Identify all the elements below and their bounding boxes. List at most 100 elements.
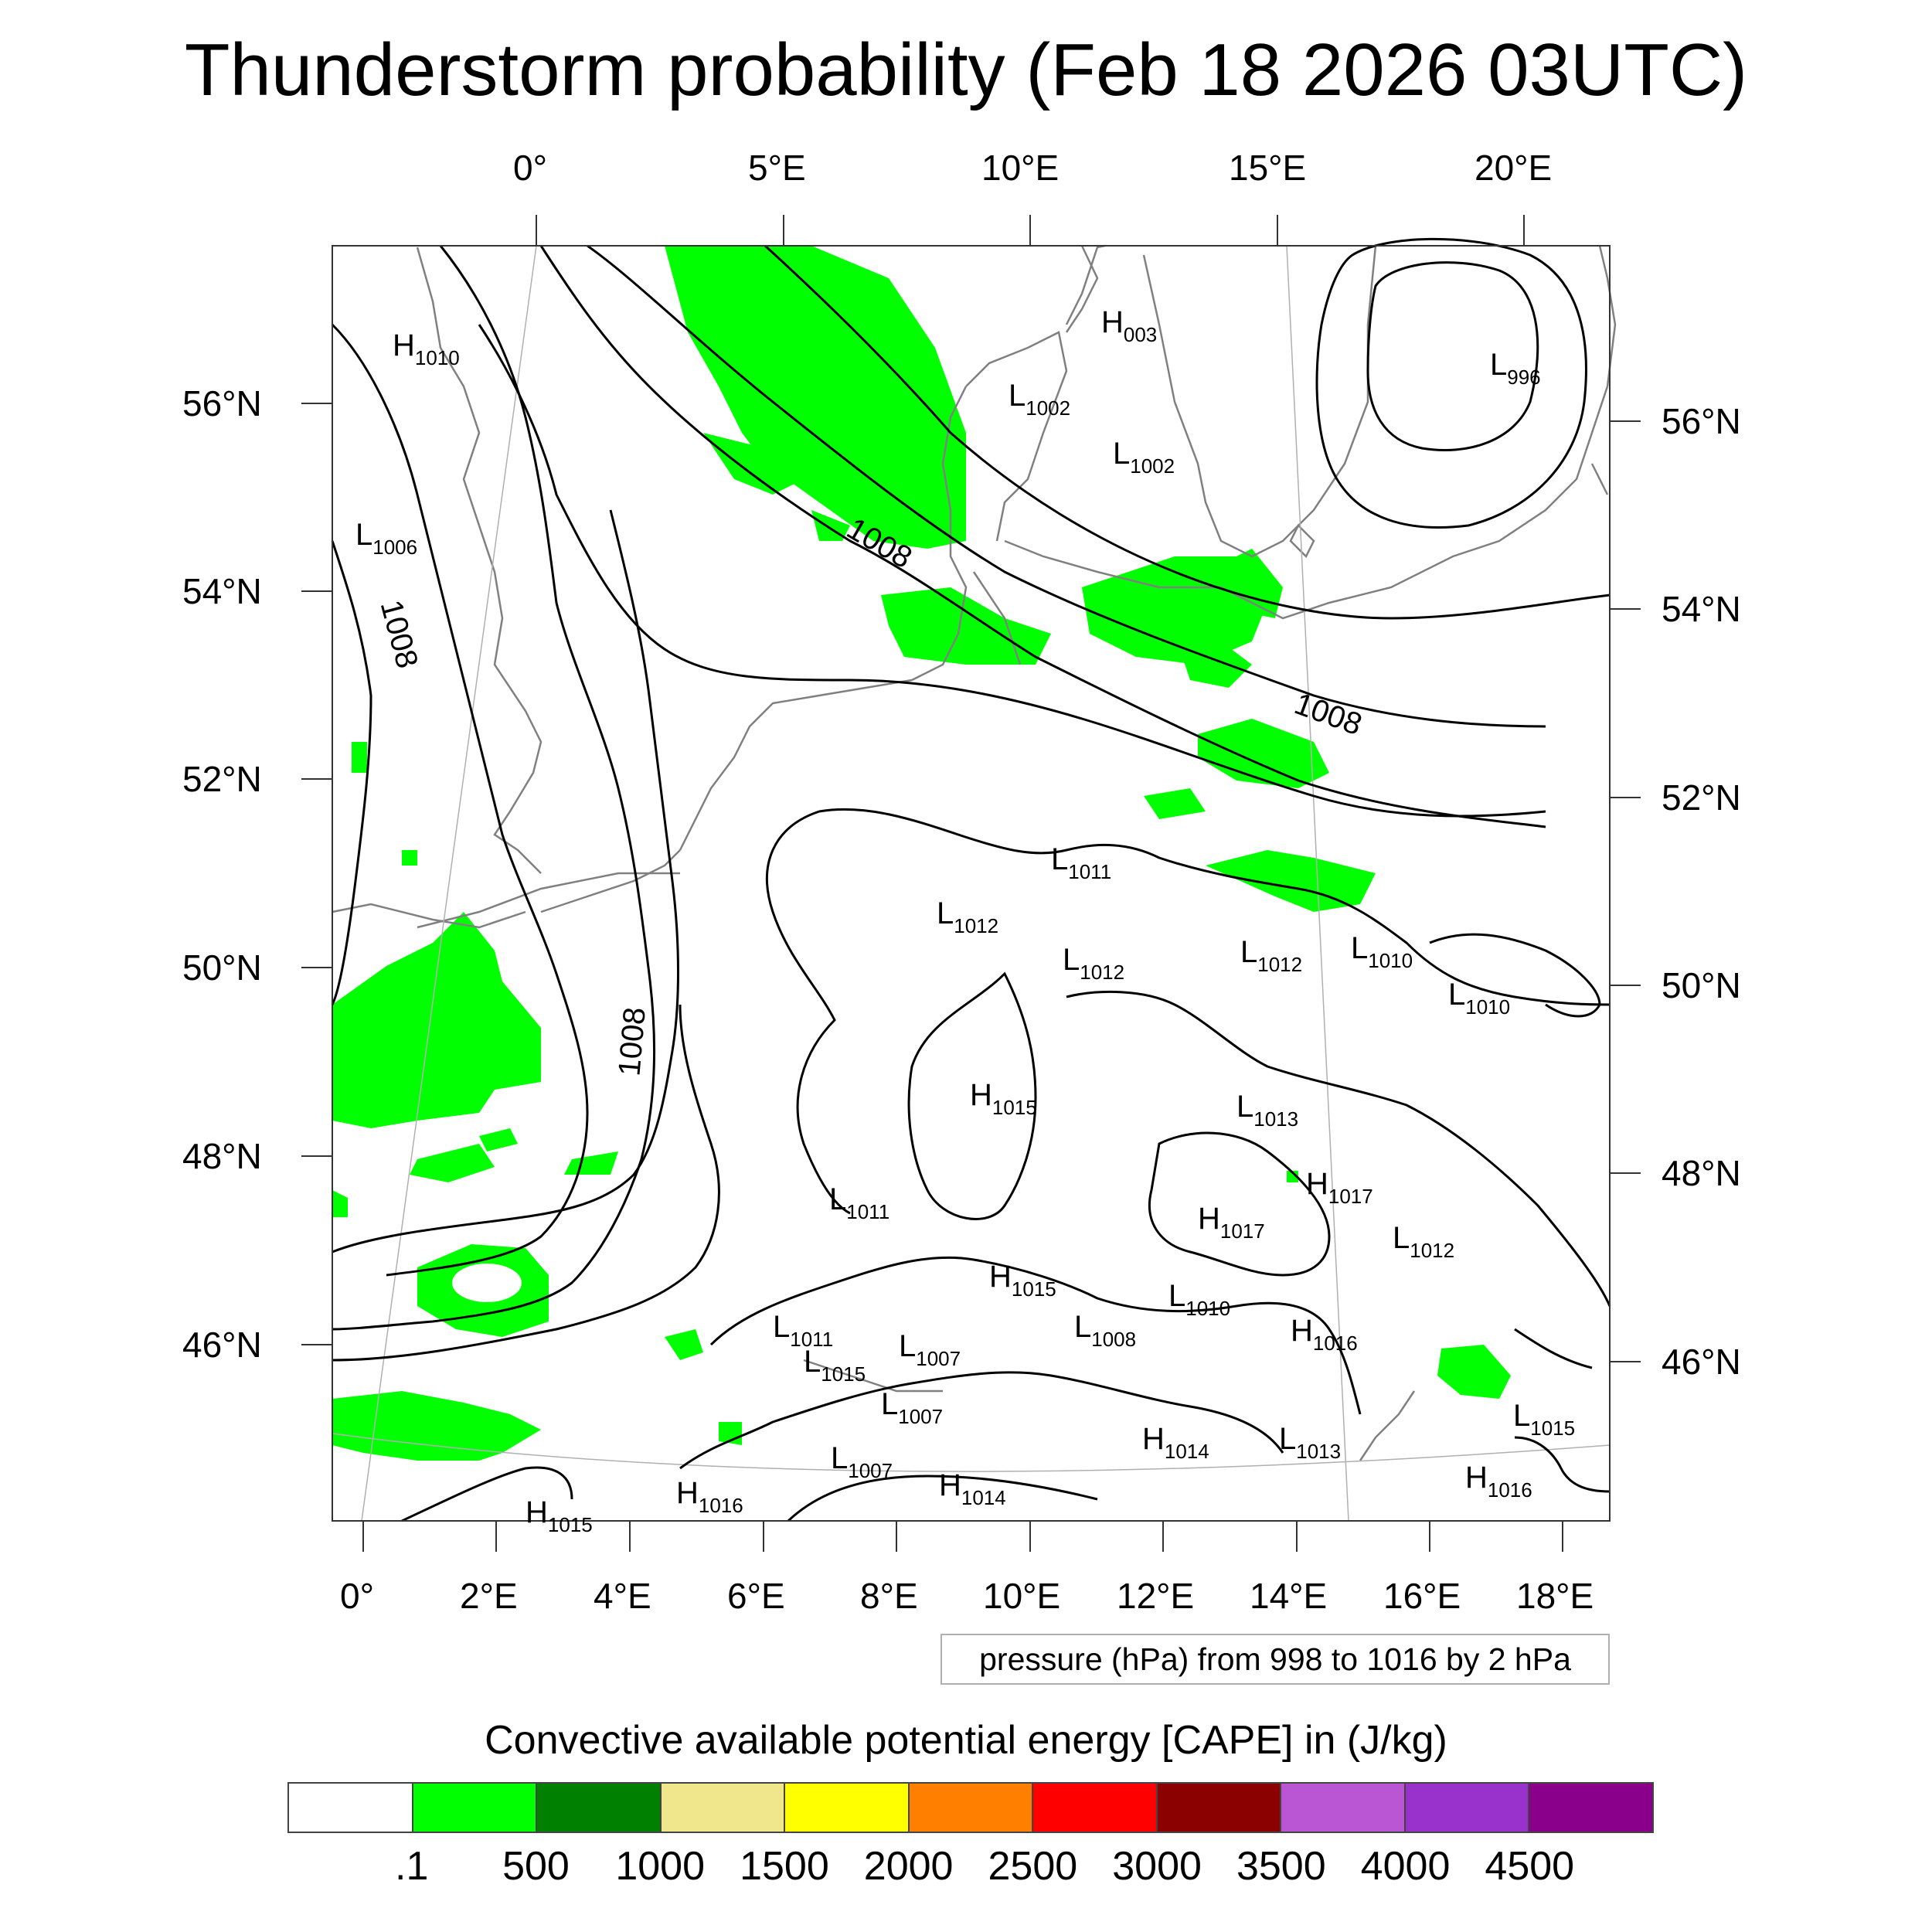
pressure-center-label: L1006 xyxy=(355,518,417,559)
colorbar-label: 4500 xyxy=(1485,1844,1575,1889)
left-lat-tick: 50°N xyxy=(182,947,262,988)
isobar-l996-inner xyxy=(1366,261,1539,451)
coast-baltic-east xyxy=(1590,245,1617,495)
colorbar-label: 2500 xyxy=(988,1844,1078,1889)
pressure-center-label: L1011 xyxy=(1051,842,1111,883)
border-lines xyxy=(417,571,1022,929)
cape-shading xyxy=(332,246,1511,1461)
coast-germany-north xyxy=(911,386,968,682)
colorbar-label: 2000 xyxy=(863,1844,954,1889)
cape-area-north-sea-2 xyxy=(703,433,804,495)
top-lon-tick: 20°E xyxy=(1475,148,1553,188)
cape-area-france-east xyxy=(564,1151,618,1175)
colorbar-label: 1500 xyxy=(740,1844,829,1889)
isobar-se-b xyxy=(1514,1436,1611,1493)
coast-uk-south xyxy=(332,903,526,929)
cape-area-biscay xyxy=(332,1391,541,1461)
cape-area-france-centre-2 xyxy=(479,1128,518,1151)
coast-netherlands xyxy=(679,679,913,851)
right-lat-tick: 48°N xyxy=(1662,1153,1741,1193)
bottom-lon-tick: 6°E xyxy=(727,1576,785,1616)
cape-area-poland-south xyxy=(1144,788,1206,819)
pressure-center-label: L1002 xyxy=(1113,437,1175,478)
left-lat-tick: 46°N xyxy=(182,1325,262,1365)
colorbar-swatch xyxy=(1281,1784,1406,1832)
cape-area-france-centre xyxy=(410,1144,495,1182)
contour-label: 1008 xyxy=(612,1006,652,1077)
isobar-a xyxy=(587,244,1546,728)
meridian-15 xyxy=(1286,245,1349,1522)
pressure-center-label: L1012 xyxy=(1063,943,1124,984)
graticule xyxy=(332,245,1611,1522)
pressure-center-label: H1016 xyxy=(1465,1461,1532,1502)
top-lon-tick: 0° xyxy=(513,148,547,188)
bottom-lon-tick: 0° xyxy=(340,1576,374,1616)
cape-area-belgium-france xyxy=(332,912,541,1128)
colorbar-swatch xyxy=(909,1784,1034,1832)
isobar-west-e xyxy=(332,1004,720,1362)
pressure-center-label: L1013 xyxy=(1279,1422,1341,1463)
cape-area-alps-west xyxy=(665,1329,703,1360)
coast-baltic-south xyxy=(1004,386,1609,620)
pressure-center-label: H1010 xyxy=(393,328,460,369)
coast-adriatic xyxy=(1359,1390,1416,1461)
coast-gotland xyxy=(1289,523,1315,559)
right-lat-tick: 52°N xyxy=(1662,777,1741,818)
pressure-center-label: H1014 xyxy=(939,1468,1006,1509)
pressure-center-label: L1011 xyxy=(829,1182,889,1223)
coast-norway xyxy=(1065,245,1099,333)
pressure-center-label: L1012 xyxy=(1240,935,1302,976)
isobar-west-b xyxy=(332,245,656,1331)
isobar-alps-b xyxy=(679,1371,1284,1470)
isobar-alps-a xyxy=(709,1256,1362,1415)
isobar-alps-c xyxy=(787,1475,1098,1522)
isobar-central-1012 xyxy=(907,971,1611,1307)
pressure-center-label: H1016 xyxy=(1291,1314,1358,1355)
isobar-west-a xyxy=(331,323,589,1277)
bottom-lon-tick: 4°E xyxy=(594,1576,651,1616)
top-lon-tick: 5°E xyxy=(748,148,806,188)
pressure-center-label: H1014 xyxy=(1142,1422,1209,1463)
colorbar-label: .1 xyxy=(395,1844,429,1889)
pressure-center-label: H1015 xyxy=(970,1078,1037,1119)
bottom-lon-tick: 8°E xyxy=(860,1576,918,1616)
colorbar-swatch xyxy=(1033,1784,1158,1832)
pressure-center-label: H1017 xyxy=(1306,1167,1373,1208)
pressure-center-label: H1015 xyxy=(526,1495,593,1536)
parallel-45 xyxy=(332,1433,1611,1472)
map-title: Thunderstorm probability (Feb 18 2026 03… xyxy=(184,29,1748,111)
isobar-l996-outer xyxy=(1315,237,1587,529)
colorbar-label: 1000 xyxy=(615,1844,706,1889)
colorbar-label: 3500 xyxy=(1236,1844,1326,1889)
cape-ring-gap xyxy=(452,1264,522,1302)
isobar-central-1017 xyxy=(1148,1131,1331,1277)
bottom-lon-tick: 12°E xyxy=(1117,1576,1195,1616)
pressure-center-label: L1013 xyxy=(1236,1090,1298,1131)
isobar-b xyxy=(764,244,1611,620)
pressure-center-label: L1008 xyxy=(1074,1310,1136,1351)
cape-area-denmark-coast xyxy=(811,510,850,541)
coast-denmark xyxy=(965,331,1068,542)
right-lat-tick: 50°N xyxy=(1662,965,1741,1005)
colorbar-label: 3000 xyxy=(1112,1844,1202,1889)
isobar-south-bottom xyxy=(401,1466,573,1522)
coast-uk-east xyxy=(416,247,543,874)
left-lat-tick: 54°N xyxy=(182,571,262,611)
pressure-center-label: L1010 xyxy=(1351,931,1413,972)
pressure-center-label: L1007 xyxy=(831,1441,893,1482)
colorbar-label: 4000 xyxy=(1360,1844,1451,1889)
cape-area-north-sea xyxy=(665,246,966,549)
pressure-center-label: L1011 xyxy=(773,1310,833,1351)
isobar-central-1011 xyxy=(766,808,1611,1215)
pressure-center-label: L1007 xyxy=(881,1387,943,1428)
pressure-center-label: H1017 xyxy=(1198,1202,1265,1243)
pressure-info-box: pressure (hPa) from 998 to 1016 by 2 hPa xyxy=(940,1634,1610,1685)
pressure-center-label: L996 xyxy=(1490,348,1541,389)
colorbar-swatch xyxy=(289,1784,413,1832)
colorbar-swatch xyxy=(537,1784,662,1832)
contour-label: 1008 xyxy=(1290,686,1366,742)
right-lat-tick: 56°N xyxy=(1662,401,1741,441)
left-lat-tick: 48°N xyxy=(182,1136,262,1176)
cape-area-poland-mid xyxy=(1198,719,1329,788)
